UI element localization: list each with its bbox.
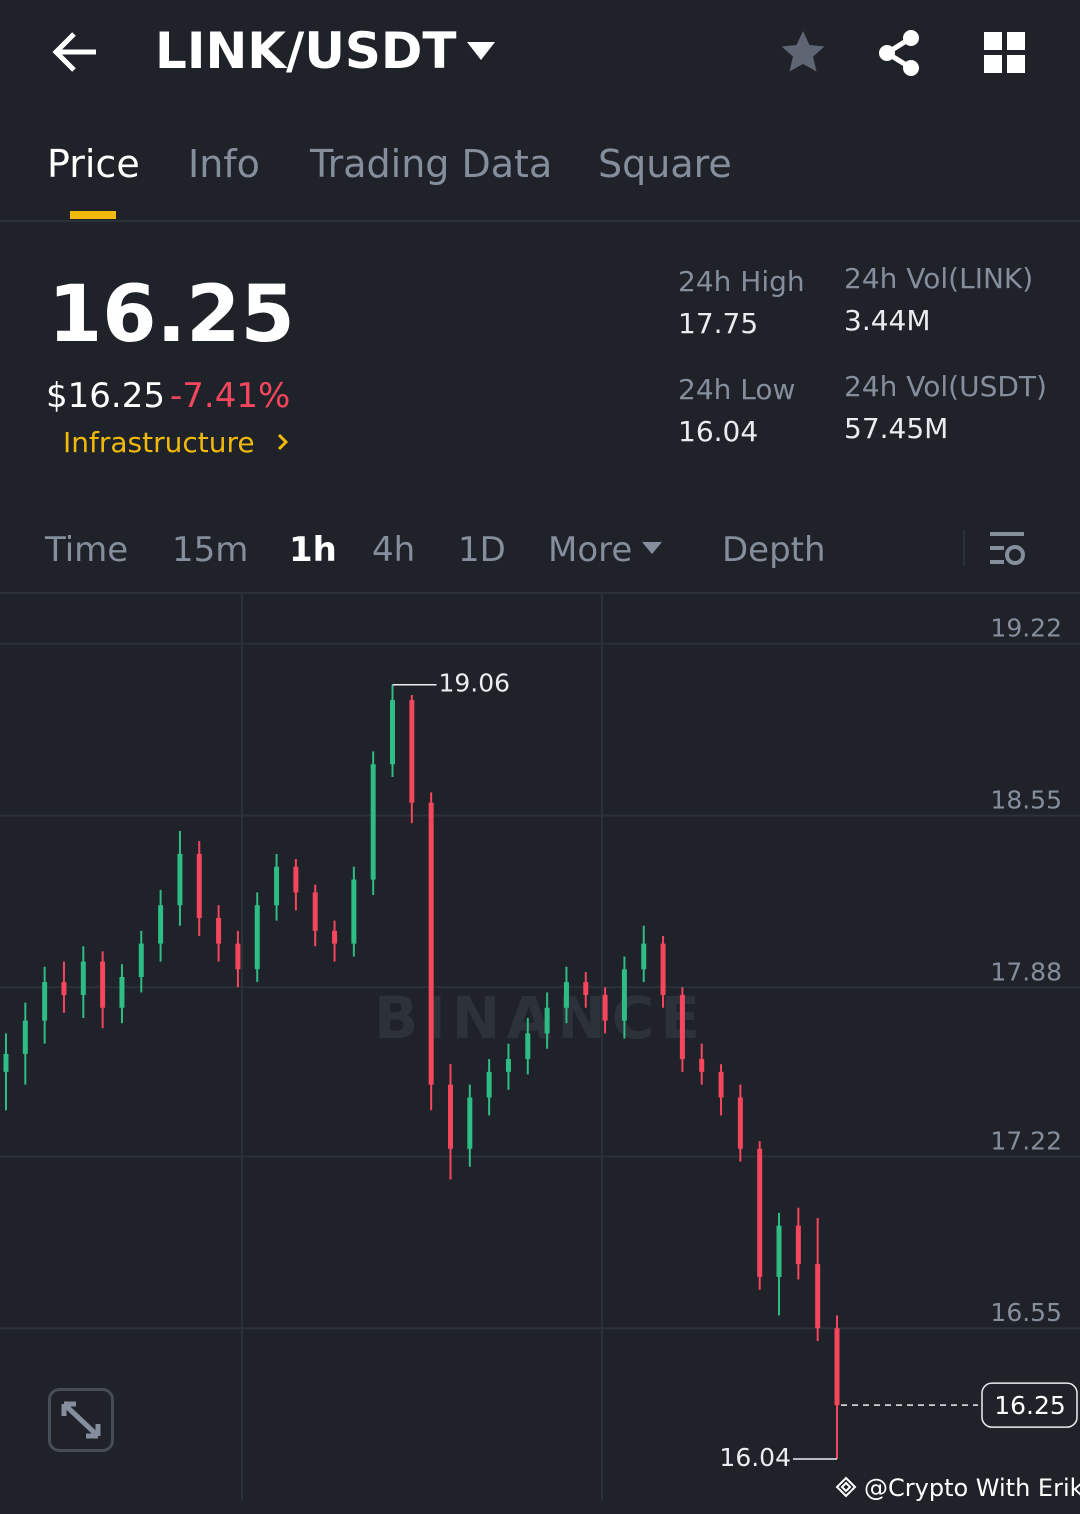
candle-body [602,994,608,1021]
candle-body [409,700,415,803]
candle-body [370,764,376,880]
stat-value: 57.45M [844,412,949,445]
candle-body [177,853,183,906]
fullscreen-button[interactable] [48,1388,114,1452]
candle-body [486,1071,492,1098]
candle-body [332,930,338,944]
price-change: -7.41% [170,376,291,416]
tab[interactable]: Trading Data [310,142,553,186]
y-tick-label: 17.22 [990,1126,1062,1155]
last-price-tag [981,1382,1078,1428]
pair-dropdown[interactable] [465,40,497,62]
candle-body [22,1020,28,1054]
pair-title[interactable]: LINK/USDT [155,22,457,80]
interval[interactable]: 4h [372,530,416,570]
stat-value: 3.44M [844,304,931,337]
candle-body [525,1033,531,1060]
usd-price: $16.25 [46,376,165,416]
candle-body [196,853,202,919]
candle-body [718,1071,724,1098]
candle-body [467,1097,473,1149]
candle-body [158,905,164,944]
candle-body [293,866,299,893]
candle-body [621,969,627,1021]
divider [0,220,1080,222]
interval[interactable]: 1D [458,530,506,570]
candle-body [390,700,396,765]
y-tick-label: 16.55 [990,1298,1062,1327]
candle-body [235,943,241,970]
candle-body [61,982,67,995]
candle-body [815,1264,821,1329]
candle-body [679,994,685,1060]
candle-body [544,1007,550,1034]
share-button[interactable] [875,28,925,78]
stat-value: 17.75 [678,307,759,340]
stat-label: 24h Low [678,373,796,406]
interval[interactable]: Depth [722,530,826,570]
candle-body [80,961,86,995]
candle-body [641,943,647,970]
candle-body [563,982,569,1008]
tab[interactable]: Price [47,142,140,186]
interval[interactable]: Time [45,530,129,570]
candle-body [3,1053,9,1072]
interval[interactable]: 15m [172,530,249,570]
tab[interactable]: Info [188,142,260,186]
menu-button[interactable] [984,32,1026,74]
candle-body [660,943,666,995]
candle-body [737,1097,743,1149]
candle-body [312,892,318,931]
candle-body [795,1225,801,1265]
stat-label: 24h Vol(LINK) [844,262,1034,295]
candle-body [100,961,106,1008]
candle-body [138,943,144,977]
tab-indicator [70,211,116,219]
candle-body [42,982,48,1021]
favorite-button[interactable] [778,28,828,78]
last-price: 16.25 [48,270,295,360]
candle-body [216,918,222,944]
candle-body [119,976,125,1008]
candle-body [583,982,589,995]
stat-value: 16.04 [678,415,759,448]
y-tick-label: 18.55 [990,785,1062,814]
candle-body [274,866,280,906]
divider [0,592,1080,594]
sector-link[interactable]: Infrastructure [63,426,255,459]
candle-body [428,802,434,1085]
divider [963,530,965,566]
stat-label: 24h Vol(USDT) [844,370,1047,403]
chart-settings[interactable] [988,530,1028,568]
candle-body [254,905,260,970]
candle-body [351,879,357,944]
chevron [277,433,289,451]
min-label: 16.04 [719,1443,791,1472]
last-price-label: 16.25 [994,1391,1066,1420]
credit-logo [835,1476,857,1498]
credit: @Crypto With Erik [864,1474,1080,1502]
stat-label: 24h High [678,265,805,298]
max-label: 19.06 [439,669,511,698]
candle-body [447,1084,453,1149]
candle-body [699,1059,705,1072]
y-tick-label: 17.88 [990,957,1062,986]
interval[interactable]: 1h [289,530,337,570]
more-dropdown [642,542,662,554]
watermark: BINANCE [374,984,706,1052]
candle-body [505,1059,511,1072]
candle-body [776,1225,782,1277]
y-tick-label: 19.22 [990,614,1062,643]
price-chart: BINANCE 19.22 18.55 17.88 17.22 16.55 19.06 16.… [0,594,1080,1502]
candle-body [757,1148,763,1277]
interval[interactable]: More [548,530,633,570]
tab[interactable]: Square [598,142,732,186]
candle-body [834,1328,840,1406]
back-button[interactable] [50,30,100,74]
